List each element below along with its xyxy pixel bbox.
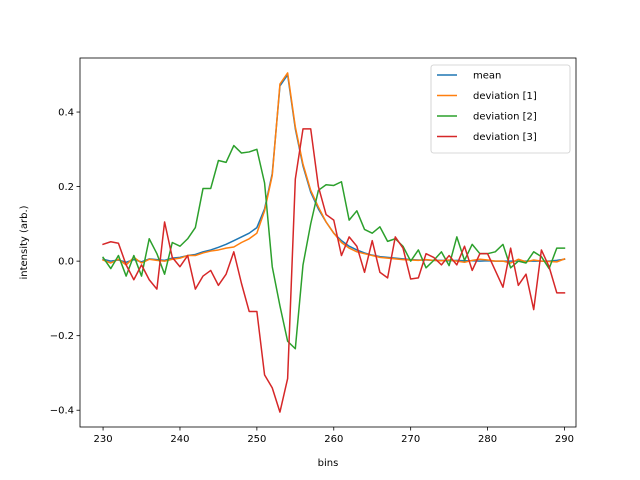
x-tick-label: 250 [247,434,266,445]
y-axis-label: intensity (arb.) [19,205,30,279]
legend-label: deviation [2] [473,112,537,123]
x-axis: 230 240 250 260 270 280 290 [94,427,574,445]
y-axis: −0.4 −0.2 0.0 0.2 0.4 [50,108,80,417]
x-tick-label: 230 [94,434,113,445]
legend: mean deviation [1] deviation [2] deviation … [430,64,571,154]
series-line-1 [102,72,566,266]
series-layer [102,72,566,413]
y-tick-label: 0.0 [58,257,74,268]
x-tick-label: 280 [478,434,497,445]
y-tick-label: −0.4 [50,406,74,417]
y-tick-label: −0.2 [50,331,74,342]
y-tick-label: 0.4 [58,108,74,119]
x-tick-label: 270 [401,434,420,445]
x-tick-label: 240 [170,434,189,445]
legend-box [430,64,571,154]
legend-label: mean [473,71,501,82]
legend-label: deviation [3] [473,132,537,143]
x-tick-label: 290 [555,434,574,445]
series-line-3 [102,128,566,413]
y-tick-label: 0.2 [58,182,74,193]
legend-label: deviation [1] [473,91,537,102]
x-axis-label: bins [318,458,339,469]
x-tick-label: 260 [324,434,343,445]
